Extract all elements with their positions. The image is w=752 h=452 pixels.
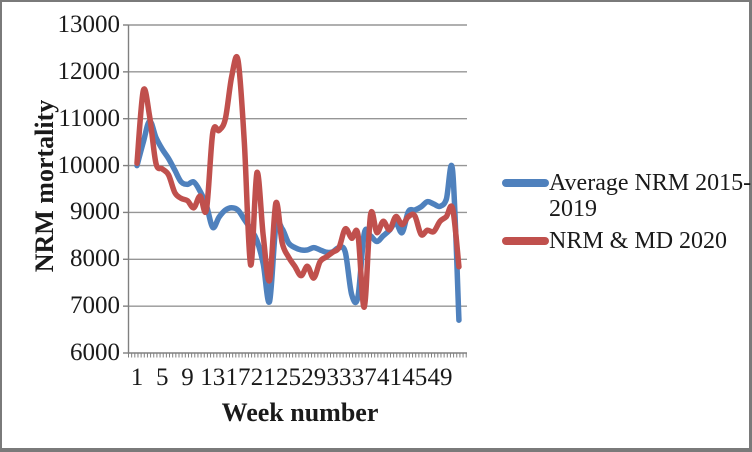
axes — [127, 25, 467, 354]
y-tick-label-11000: 11000 — [58, 104, 120, 132]
series-line-average-nrm-2015-2019 — [134, 118, 462, 323]
x-tick-label-9: 9 — [181, 364, 194, 391]
y-tick-label-9000: 9000 — [70, 198, 120, 226]
y-tick-label-13000: 13000 — [57, 11, 121, 38]
y-tick-label-8000: 8000 — [70, 245, 120, 273]
y-axis-ticks — [123, 24, 129, 354]
legend-item-average-nrm-2015-2019: Average NRM 2015- 2019 — [502, 170, 751, 222]
x-axis-title: Week number — [221, 398, 379, 427]
legend-line-marker-blue — [502, 179, 549, 187]
gridlines — [128, 24, 467, 307]
legend-label: Average NRM 2015- 2019 — [549, 170, 752, 222]
x-tick-label-1: 1 — [130, 364, 144, 391]
y-tick-label-12000: 12000 — [57, 57, 121, 85]
x-tick-label-21: 21 — [250, 364, 276, 391]
legend-line-marker-red — [502, 237, 549, 245]
x-tick-label-49: 49 — [427, 364, 453, 391]
x-tick-label-33: 33 — [326, 364, 352, 391]
y-tick-label-7000: 7000 — [70, 292, 120, 320]
series-line-nrm-md-2020 — [134, 53, 462, 310]
legend-label: NRM & MD 2020 — [549, 228, 728, 254]
x-tick-label-25: 25 — [276, 364, 301, 391]
x-tick-label-13: 13 — [200, 364, 226, 391]
x-tick-label-5: 5 — [156, 364, 169, 391]
x-tick-label-37: 37 — [351, 364, 377, 391]
x-tick-label-29: 29 — [301, 364, 327, 391]
legend: Average NRM 2015- 2019 NRM & MD 2020 — [502, 170, 751, 260]
legend-item-nrm-md-2020: NRM & MD 2020 — [502, 228, 751, 254]
x-tick-label-41: 41 — [377, 364, 402, 391]
x-tick-label-45: 45 — [402, 364, 428, 391]
y-tick-label-10000: 10000 — [57, 151, 121, 179]
x-tick-label-17: 17 — [225, 364, 251, 391]
x-axis-ticks — [128, 353, 467, 358]
y-tick-label-6000: 6000 — [70, 339, 120, 366]
